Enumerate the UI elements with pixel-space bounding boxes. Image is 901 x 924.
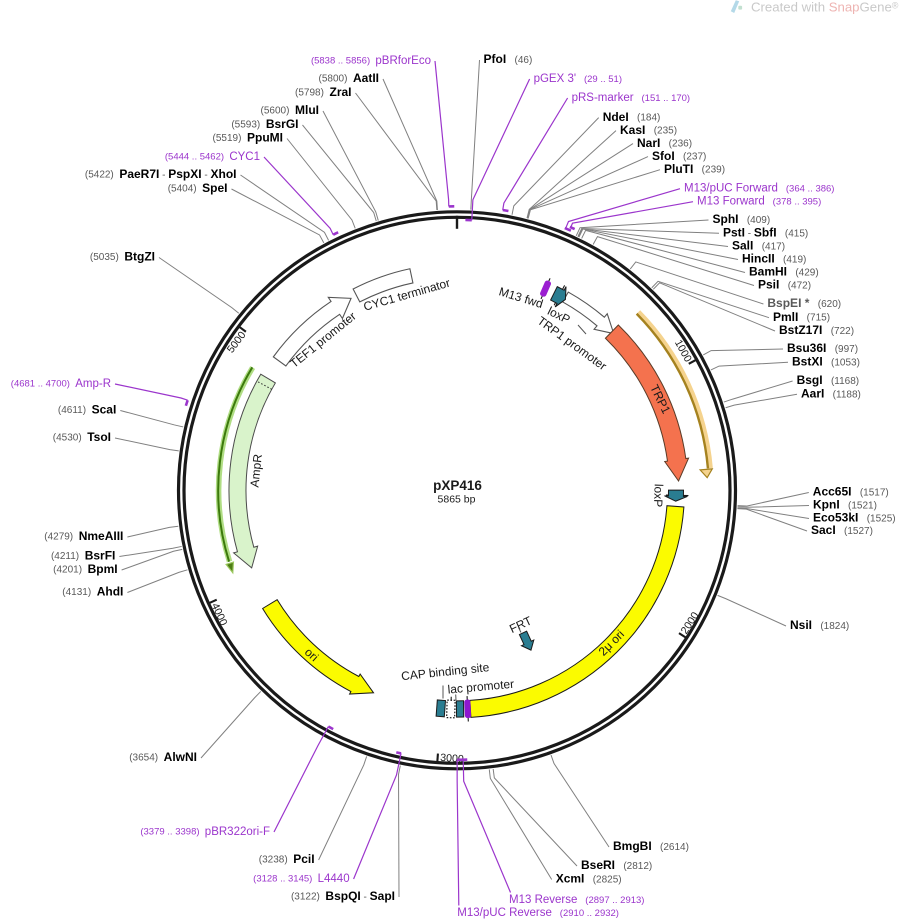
svg-text:XcmI (2825): XcmI (2825) [556, 872, 622, 886]
svg-text:loxP: loxP [651, 484, 666, 508]
svg-text:pGEX 3' (29 .. 51): pGEX 3' (29 .. 51) [534, 73, 622, 85]
svg-text:Acc65I (1517): Acc65I (1517) [813, 485, 889, 499]
svg-text:(3122) BspQI - SapI: (3122) BspQI - SapI [291, 889, 395, 903]
svg-text:SalI (417): SalI (417) [732, 239, 785, 253]
svg-text:(5422) PaeR7I - PspXI - XhoI: (5422) PaeR7I - PspXI - XhoI [85, 167, 237, 181]
svg-text:(4211) BsrFI: (4211) BsrFI [51, 549, 115, 563]
svg-text:(5404) SpeI: (5404) SpeI [168, 181, 228, 195]
svg-text:M13 Reverse (2897 .. 2913): M13 Reverse (2897 .. 2913) [509, 894, 644, 906]
svg-text:M13 Forward (378 .. 395): M13 Forward (378 .. 395) [697, 196, 821, 208]
svg-text:SacI (1527): SacI (1527) [811, 523, 873, 537]
svg-text:KpnI (1521): KpnI (1521) [813, 498, 877, 512]
svg-text:PluTI (239): PluTI (239) [664, 162, 725, 176]
svg-text:(5798) ZraI: (5798) ZraI [295, 85, 351, 99]
svg-text:M13/pUC Reverse (2910 .. 293: M13/pUC Reverse (2910 .. 2932) [457, 907, 619, 919]
svg-text:PstI - SbfI (415): PstI - SbfI (415) [723, 225, 808, 239]
svg-text:Bsu36I (997): Bsu36I (997) [787, 341, 858, 355]
svg-text:BamHI (429): BamHI (429) [749, 265, 819, 279]
svg-text:NsiI (1824): NsiI (1824) [790, 618, 849, 632]
svg-text:(5444 .. 5462) CYC1: (5444 .. 5462) CYC1 [165, 151, 260, 163]
svg-text:(3128 .. 3145) L4440: (3128 .. 3145) L4440 [253, 873, 349, 885]
svg-text:(4530) TsoI: (4530) TsoI [53, 430, 111, 444]
svg-text:HincII (419): HincII (419) [742, 252, 806, 266]
svg-text:(5593) BsrGI: (5593) BsrGI [231, 117, 298, 131]
svg-text:PmlI (715): PmlI (715) [773, 310, 830, 324]
svg-text:(4131) AhdI: (4131) AhdI [62, 585, 123, 599]
svg-text:pXP416: pXP416 [433, 478, 482, 493]
svg-text:Created with SnapGene®: Created with SnapGene® [751, 0, 899, 15]
svg-text:BstZ17I (722): BstZ17I (722) [779, 323, 854, 337]
svg-text:PfoI (46): PfoI (46) [484, 52, 533, 66]
svg-text:(4681 .. 4700) Amp-R: (4681 .. 4700) Amp-R [11, 378, 111, 390]
svg-text:(4279) NmeAIII: (4279) NmeAIII [44, 529, 123, 543]
svg-text:BseRI (2812): BseRI (2812) [581, 858, 652, 872]
svg-text:M13/pUC Forward (364 .. 386): M13/pUC Forward (364 .. 386) [684, 183, 834, 195]
svg-text:(5035) BtgZI: (5035) BtgZI [90, 250, 155, 264]
svg-text:KasI (235): KasI (235) [620, 123, 677, 137]
svg-text:(5519) PpuMI: (5519) PpuMI [213, 131, 283, 145]
svg-text:(4201) BpmI: (4201) BpmI [53, 562, 117, 576]
svg-text:pRS-marker (151 .. 170): pRS-marker (151 .. 170) [572, 92, 691, 104]
svg-text:(5800) AatII: (5800) AatII [319, 71, 379, 85]
svg-text:(3379 .. 3398) pBR322ori-F: (3379 .. 3398) pBR322ori-F [140, 826, 270, 838]
svg-text:(5600) MluI: (5600) MluI [261, 103, 319, 117]
svg-text:AarI (1188): AarI (1188) [801, 386, 861, 400]
svg-text:SphI (409): SphI (409) [713, 212, 771, 226]
svg-text:5865 bp: 5865 bp [438, 494, 476, 506]
svg-text:NdeI (184): NdeI (184) [603, 110, 661, 124]
svg-text:(4611) ScaI: (4611) ScaI [58, 403, 116, 417]
svg-text:(5838 .. 5856) pBRforEco: (5838 .. 5856) pBRforEco [311, 55, 431, 67]
svg-text:(3238) PciI: (3238) PciI [259, 852, 315, 866]
svg-text:SfoI (237): SfoI (237) [652, 149, 706, 163]
svg-text:BstXI (1053): BstXI (1053) [792, 354, 860, 368]
svg-text:BspEI * (620): BspEI * (620) [767, 296, 841, 310]
svg-text:BmgBI (2614): BmgBI (2614) [613, 839, 689, 853]
svg-text:(3654) AlwNI: (3654) AlwNI [129, 750, 197, 764]
svg-text:PsiI (472): PsiI (472) [758, 278, 811, 292]
svg-text:BsgI (1168): BsgI (1168) [797, 373, 860, 387]
svg-text:NarI (236): NarI (236) [637, 136, 692, 150]
